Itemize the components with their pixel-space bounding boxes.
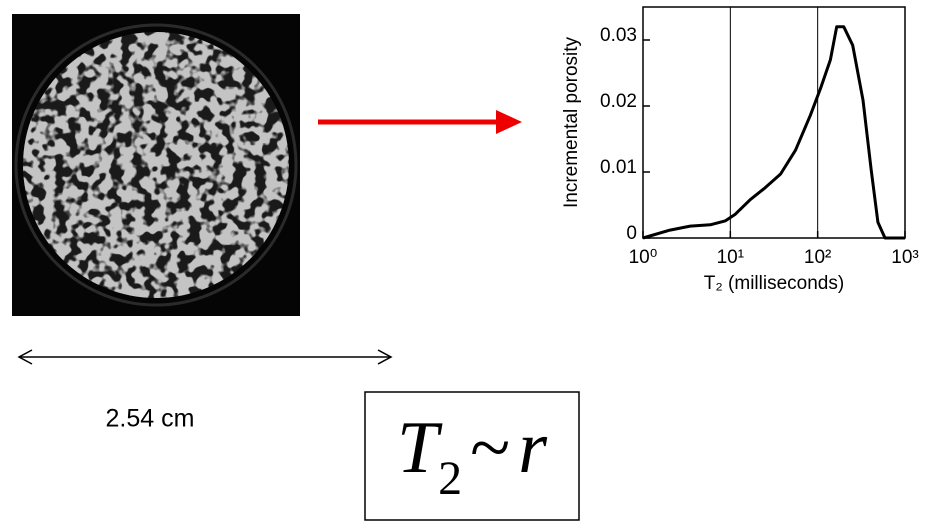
x-axis-label: T₂ (milliseconds) — [704, 273, 844, 294]
arrow-head — [496, 110, 522, 134]
formula-variable: r — [518, 407, 548, 489]
core-grains — [23, 32, 289, 298]
y-tick-label: 0.01 — [600, 157, 637, 178]
scale-label: 2.54 cm — [106, 405, 195, 433]
page: 2.54 cm T2~r 0 0.01 0.02 0.03 10⁰ 10¹ 10² 10³ T₂… — [0, 0, 940, 523]
slide: 2.54 cm T2~r 0 0.01 0.02 0.03 10⁰ 10¹ 10² 10³ T₂… — [0, 0, 940, 523]
y-axis-label: Incremental porosity — [561, 36, 582, 208]
x-tick-label: 10³ — [891, 247, 918, 268]
formula-operator: ~ — [470, 407, 510, 489]
chart: 0 0.01 0.02 0.03 10⁰ 10¹ 10² 10³ T₂ (millisecond… — [561, 7, 919, 294]
x-tick-label: 10² — [804, 247, 831, 268]
formula-symbol: T — [397, 407, 443, 489]
y-tick-label: 0.03 — [600, 25, 637, 46]
y-tick-label: 0.02 — [600, 91, 637, 112]
x-tick-label: 10⁰ — [629, 247, 658, 268]
formula-subscript: 2 — [438, 452, 462, 505]
formula: T2~r — [397, 407, 548, 505]
x-tick-label: 10¹ — [717, 247, 744, 268]
data-line — [643, 27, 905, 238]
y-tick-label: 0 — [626, 223, 637, 244]
